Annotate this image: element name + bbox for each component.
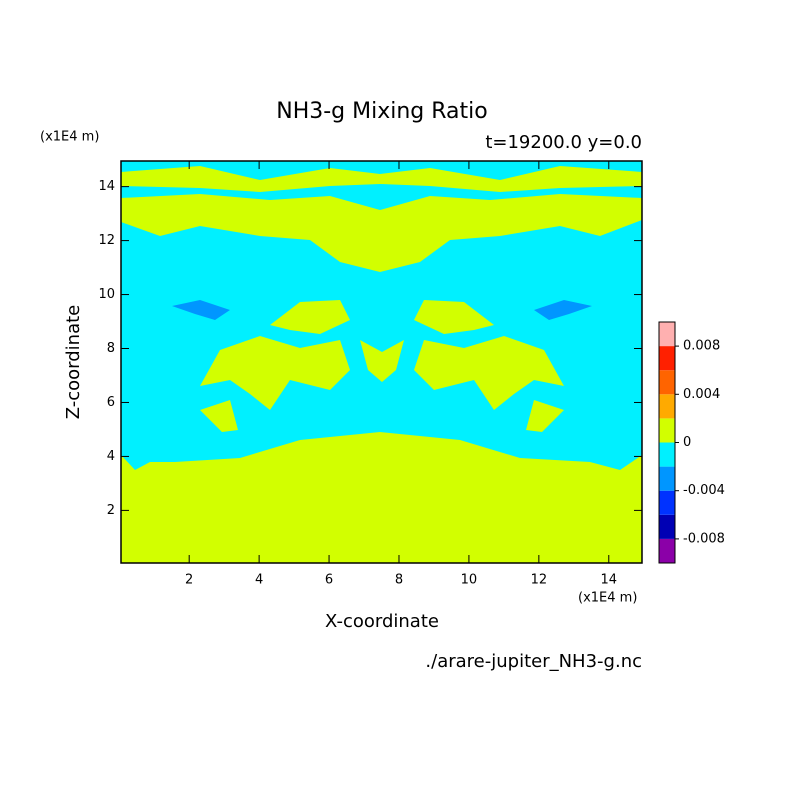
x-axis-label: X-coordinate <box>325 611 439 632</box>
field-region <box>414 300 494 334</box>
x-unit: (x1E4 m) <box>578 591 637 606</box>
chart-title: NH3-g Mixing Ratio <box>276 99 488 124</box>
field-region <box>414 336 564 410</box>
colorbar-tick-label: -0.004 <box>683 483 725 498</box>
field-region <box>534 300 592 320</box>
x-tick-label: 10 <box>461 573 478 588</box>
y-tick-label: 10 <box>98 287 115 302</box>
field-region <box>270 300 350 334</box>
field-region <box>121 432 642 563</box>
colorbar-segment <box>659 442 675 467</box>
plot-frame <box>120 160 643 564</box>
colorbar-segment <box>659 370 675 395</box>
field-region <box>526 400 564 432</box>
y-tick-label: 2 <box>107 503 115 518</box>
field-region <box>172 300 230 320</box>
colorbar-segment <box>659 418 675 443</box>
y-tick-label: 4 <box>107 449 115 464</box>
x-tick-label: 12 <box>531 573 548 588</box>
field-region <box>121 166 642 192</box>
x-tick-label: 8 <box>395 573 403 588</box>
field-region <box>360 340 404 382</box>
x-tick-label: 4 <box>255 573 263 588</box>
subtitle: t=19200.0 y=0.0 <box>485 132 642 153</box>
field-region <box>121 194 642 272</box>
x-tick-label: 14 <box>601 573 618 588</box>
y-tick-label: 14 <box>98 179 115 194</box>
y-tick-label: 8 <box>107 341 115 356</box>
colorbar-segment <box>659 490 675 515</box>
y-unit: (x1E4 m) <box>40 130 99 145</box>
colorbar-segment <box>659 346 675 371</box>
colorbar-tick-label: 0 <box>683 435 691 450</box>
y-tick-label: 12 <box>98 233 115 248</box>
colorbar-tick-label: 0.004 <box>683 387 720 402</box>
field-region <box>200 400 238 432</box>
contour-field <box>121 161 642 563</box>
source-label: ./arare-jupiter_NH3-g.nc <box>425 651 642 672</box>
y-tick-label: 6 <box>107 395 115 410</box>
colorbar-segment <box>659 322 675 347</box>
colorbar-segment <box>659 514 675 539</box>
x-tick-label: 2 <box>185 573 193 588</box>
colorbar-tick-label: 0.008 <box>683 339 720 354</box>
colorbar-segment <box>659 466 675 491</box>
field-region <box>200 336 350 410</box>
y-axis-label: Z-coordinate <box>63 305 84 420</box>
colorbar-tick-label: -0.008 <box>683 531 725 546</box>
x-tick-label: 6 <box>325 573 333 588</box>
colorbar-segment <box>659 394 675 419</box>
colorbar-segment <box>659 538 675 563</box>
